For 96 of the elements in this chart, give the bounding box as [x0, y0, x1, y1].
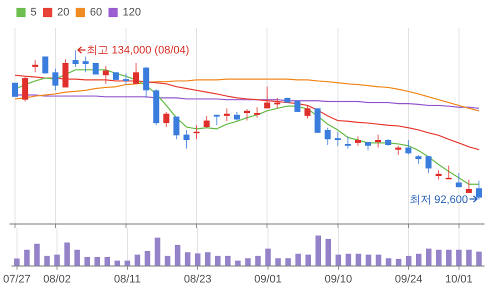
candlestick — [324, 127, 331, 146]
x-tick-label: 08/02 — [43, 273, 71, 286]
bar — [336, 254, 342, 266]
candlestick — [446, 165, 452, 180]
bar — [295, 254, 301, 266]
bar — [194, 253, 200, 266]
bar — [44, 256, 50, 266]
legend-label: 60 — [90, 6, 102, 19]
annotation: 최저 92,600 — [409, 194, 468, 206]
candlestick — [274, 97, 280, 109]
bar — [436, 250, 442, 266]
candlestick — [354, 136, 361, 146]
bar — [356, 254, 362, 266]
bar — [94, 257, 100, 266]
candlestick — [143, 66, 150, 98]
bar — [14, 258, 20, 266]
bar — [54, 254, 60, 266]
bar — [376, 254, 382, 266]
bar — [466, 250, 472, 266]
legend-label: 120 — [122, 6, 141, 19]
bar — [406, 256, 412, 266]
candlestick — [254, 106, 260, 118]
candlestick — [304, 104, 311, 119]
candlestick — [194, 124, 200, 140]
x-tick-label: 09/10 — [324, 273, 352, 286]
candlestick — [456, 172, 462, 188]
bar — [476, 252, 482, 266]
candlestick — [436, 170, 442, 180]
bar — [34, 244, 40, 266]
candlestick — [344, 136, 351, 150]
bar — [255, 256, 261, 266]
bar — [114, 260, 120, 266]
candlestick — [133, 62, 140, 84]
bar — [235, 260, 241, 266]
bar — [24, 250, 30, 266]
bar — [204, 252, 211, 266]
x-tick-label: 07/27 — [3, 273, 31, 286]
bar — [275, 258, 281, 266]
x-tick-label: 10/01 — [445, 273, 473, 286]
candlestick — [264, 86, 270, 109]
bar — [64, 242, 70, 266]
candlestick — [244, 108, 250, 122]
candlestick — [476, 180, 482, 200]
candlestick — [204, 115, 210, 128]
bar — [366, 254, 372, 266]
candlestick — [102, 65, 109, 84]
bar — [265, 248, 271, 266]
candlestick — [466, 179, 472, 194]
bar — [225, 256, 231, 266]
bar — [74, 250, 80, 266]
bar — [305, 254, 311, 266]
bar — [144, 250, 150, 266]
legend-label: 20 — [57, 6, 70, 19]
bar — [164, 256, 170, 266]
bar — [184, 252, 190, 266]
bar — [315, 236, 322, 266]
x-tick-label: 08/23 — [184, 273, 212, 286]
bar — [386, 258, 392, 266]
candlestick — [395, 145, 402, 156]
bar — [326, 238, 332, 266]
candlestick — [42, 56, 48, 74]
x-tick-label: 08/11 — [114, 273, 141, 286]
candlestick — [32, 60, 38, 73]
bar — [104, 257, 110, 266]
bar — [245, 258, 251, 266]
candlestick — [183, 129, 190, 150]
bar — [396, 258, 402, 266]
annotation: 최고 134,000 (08/04) — [86, 44, 190, 56]
bar — [134, 254, 140, 266]
bar — [124, 260, 130, 266]
candlestick — [405, 140, 412, 155]
bar — [346, 254, 352, 266]
candlestick — [334, 131, 341, 146]
x-tick-label: 09/24 — [394, 273, 422, 286]
candlestick — [426, 156, 432, 174]
candlestick — [22, 76, 28, 102]
candlestick — [12, 82, 18, 98]
bar — [446, 250, 452, 266]
candlestick — [163, 111, 170, 128]
bar — [456, 250, 462, 266]
candlestick — [72, 50, 79, 68]
x-tick-label: 09/01 — [254, 273, 282, 286]
candlestick — [52, 68, 58, 91]
legend-label: 5 — [30, 6, 37, 19]
bar — [215, 256, 221, 266]
bar — [84, 257, 90, 266]
bar — [285, 258, 291, 266]
bar — [416, 254, 422, 266]
candlestick — [375, 134, 382, 148]
bar — [154, 238, 160, 266]
candlestick — [122, 72, 129, 86]
candlestick — [82, 56, 89, 73]
bar — [174, 244, 180, 266]
candlestick — [173, 116, 180, 140]
candlestick — [224, 108, 230, 122]
bar — [426, 248, 432, 266]
